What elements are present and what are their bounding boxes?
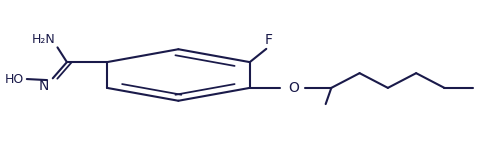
- Text: HO: HO: [5, 73, 24, 85]
- Text: N: N: [39, 79, 49, 93]
- Text: O: O: [288, 81, 299, 95]
- Text: F: F: [264, 33, 273, 47]
- Text: H₂N: H₂N: [31, 33, 55, 46]
